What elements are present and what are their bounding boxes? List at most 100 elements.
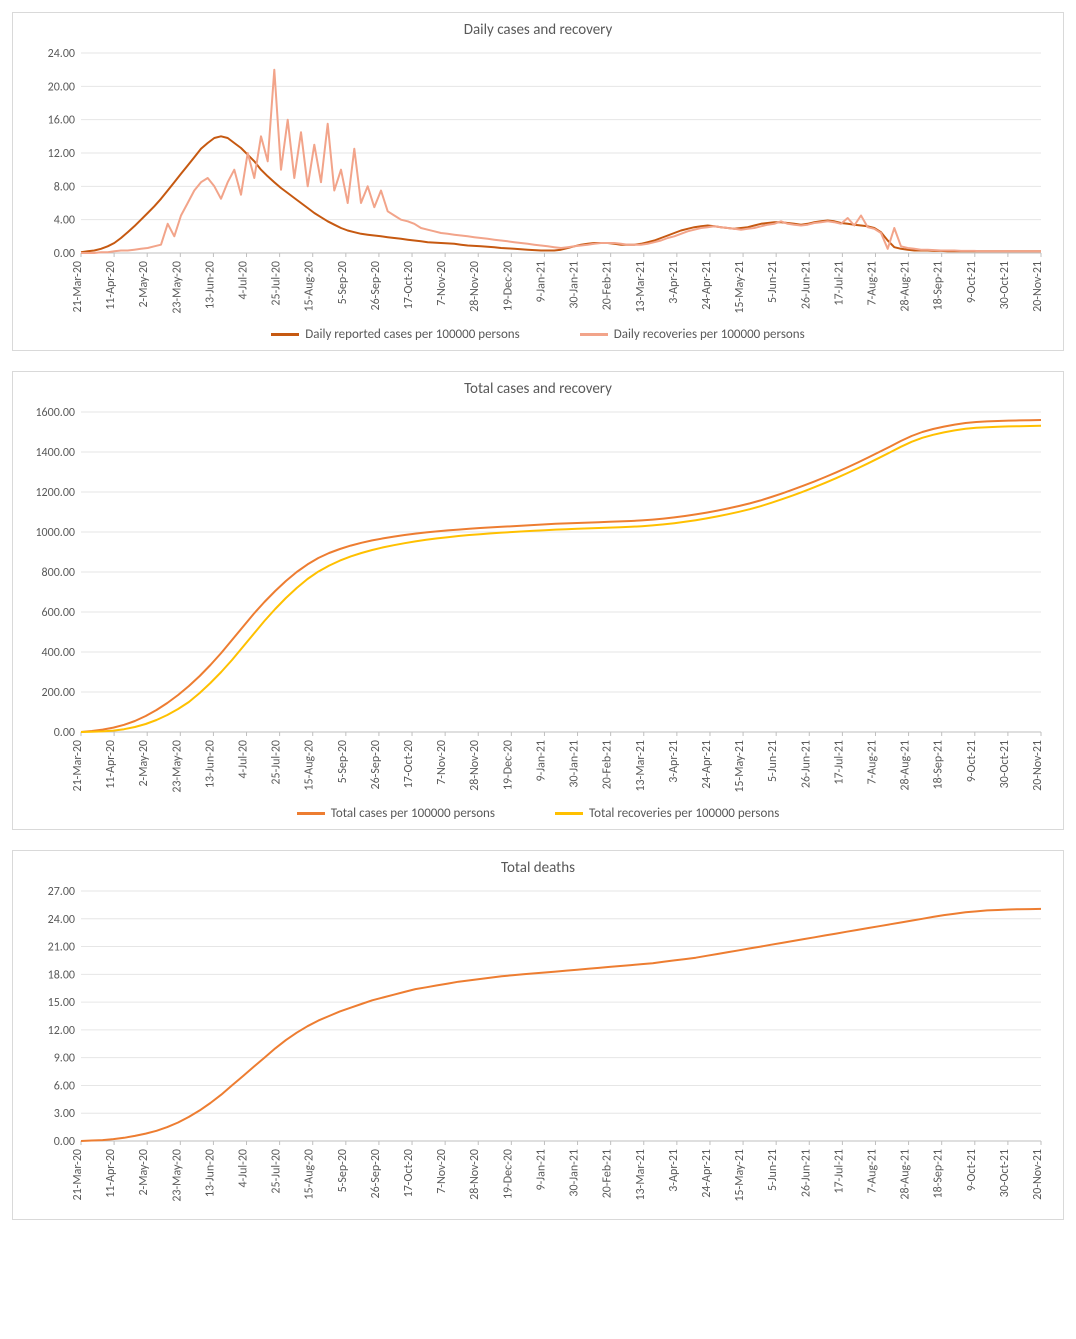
x-tick-label: 9-Oct-21 (965, 261, 979, 303)
y-tick-label: 18.00 (48, 968, 75, 982)
x-tick-label: 3-Apr-21 (667, 740, 681, 783)
series-line (81, 70, 1041, 253)
x-tick-label: 7-Nov-20 (435, 261, 449, 306)
x-tick-label: 25-Jul-20 (270, 740, 284, 785)
x-tick-label: 11-Apr-20 (104, 1149, 118, 1198)
x-tick-label: 15-Aug-20 (303, 740, 317, 791)
series-line (81, 420, 1041, 732)
y-tick-label: 1600.00 (35, 406, 75, 420)
x-tick-label: 7-Aug-21 (865, 261, 879, 306)
x-tick-label: 30-Jan-21 (568, 261, 582, 309)
x-tick-label: 18-Sep-21 (932, 261, 946, 310)
x-tick-label: 7-Nov-20 (435, 1149, 449, 1194)
x-tick-label: 20-Feb-21 (601, 261, 615, 310)
x-tick-label: 20-Feb-21 (601, 740, 615, 789)
x-tick-label: 5-Jun-21 (766, 1149, 780, 1191)
x-tick-label: 13-Jun-20 (203, 740, 217, 788)
x-tick-label: 17-Jul-21 (832, 1149, 846, 1194)
x-tick-label: 24-Apr-21 (700, 261, 714, 310)
x-tick-label: 30-Oct-21 (998, 740, 1012, 788)
x-tick-label: 2-May-20 (137, 1149, 151, 1196)
y-tick-label: 27.00 (48, 885, 75, 899)
x-tick-label: 17-Oct-20 (402, 261, 416, 309)
y-tick-label: 1400.00 (35, 446, 75, 460)
x-tick-label: 11-Apr-20 (104, 740, 118, 789)
legend-item: Total cases per 100000 persons (297, 806, 495, 821)
x-tick-label: 28-Aug-21 (899, 740, 913, 791)
x-tick-label: 26-Sep-20 (369, 1149, 383, 1198)
x-tick-label: 2-May-20 (137, 740, 151, 787)
x-tick-label: 9-Jan-21 (534, 261, 548, 302)
legend-item: Total recoveries per 100000 persons (555, 806, 779, 821)
y-tick-label: 200.00 (42, 686, 75, 700)
x-tick-label: 19-Dec-20 (501, 1149, 515, 1199)
x-tick-label: 7-Aug-21 (865, 1149, 879, 1194)
y-tick-label: 16.00 (48, 114, 75, 128)
y-tick-label: 1200.00 (35, 486, 75, 500)
x-tick-label: 19-Dec-20 (501, 261, 515, 311)
x-tick-label: 20-Nov-21 (1031, 740, 1045, 791)
x-tick-label: 26-Jun-21 (799, 261, 813, 309)
x-tick-label: 21-Mar-20 (71, 261, 85, 313)
x-tick-label: 20-Nov-21 (1031, 1149, 1045, 1200)
legend-swatch (555, 812, 583, 815)
legend-item: Daily recoveries per 100000 persons (580, 327, 805, 342)
y-tick-label: 600.00 (42, 606, 75, 620)
x-tick-label: 28-Nov-20 (468, 740, 482, 791)
x-tick-label: 30-Oct-21 (998, 1149, 1012, 1197)
x-tick-label: 19-Dec-20 (501, 740, 515, 790)
x-tick-label: 9-Oct-21 (965, 1149, 979, 1191)
x-tick-label: 15-Aug-20 (303, 1149, 317, 1200)
x-tick-label: 5-Jun-21 (766, 740, 780, 782)
x-tick-label: 13-Mar-21 (634, 1149, 648, 1201)
x-tick-label: 23-May-20 (170, 740, 184, 793)
x-tick-label: 28-Nov-20 (468, 261, 482, 312)
chart-legend: Total cases per 100000 persons Total reco… (21, 806, 1055, 821)
x-tick-label: 26-Jun-21 (799, 1149, 813, 1197)
chart-panel: Total cases and recovery0.00200.00400.00… (12, 371, 1064, 830)
x-tick-label: 5-Sep-20 (336, 1149, 350, 1192)
x-tick-label: 28-Aug-21 (899, 1149, 913, 1200)
y-tick-label: 1000.00 (35, 526, 75, 540)
x-tick-label: 28-Aug-21 (899, 261, 913, 312)
x-tick-label: 28-Nov-20 (468, 1149, 482, 1200)
x-tick-label: 30-Oct-21 (998, 261, 1012, 309)
x-tick-label: 7-Nov-20 (435, 740, 449, 785)
legend-swatch (271, 333, 299, 336)
x-tick-label: 5-Sep-20 (336, 740, 350, 783)
x-tick-label: 26-Jun-21 (799, 740, 813, 788)
x-tick-label: 25-Jul-20 (270, 261, 284, 306)
x-tick-label: 20-Feb-21 (601, 1149, 615, 1198)
x-tick-label: 11-Apr-20 (104, 261, 118, 310)
y-tick-label: 0.00 (54, 247, 75, 261)
x-tick-label: 9-Jan-21 (534, 1149, 548, 1190)
x-tick-label: 15-Aug-20 (303, 261, 317, 312)
chart-legend: Daily reported cases per 100000 personsD… (21, 327, 1055, 342)
x-tick-label: 3-Apr-21 (667, 1149, 681, 1192)
x-tick-label: 17-Jul-21 (832, 740, 846, 785)
legend-label: Daily recoveries per 100000 persons (614, 327, 805, 342)
x-tick-label: 5-Sep-20 (336, 261, 350, 304)
y-tick-label: 9.00 (54, 1052, 75, 1066)
y-tick-label: 4.00 (54, 214, 75, 228)
chart-plot: 0.004.008.0012.0016.0020.0024.0021-Mar-2… (21, 43, 1051, 323)
x-tick-label: 17-Jul-21 (832, 261, 846, 306)
y-tick-label: 400.00 (42, 646, 75, 660)
y-tick-label: 20.00 (48, 80, 75, 94)
chart-panel: Total deaths0.003.006.009.0012.0015.0018… (12, 850, 1064, 1220)
x-tick-label: 4-Jul-20 (237, 1149, 251, 1187)
x-tick-label: 13-Mar-21 (634, 261, 648, 313)
x-tick-label: 18-Sep-21 (932, 740, 946, 789)
y-tick-label: 12.00 (48, 1024, 75, 1038)
y-tick-label: 24.00 (48, 913, 75, 927)
x-tick-label: 21-Mar-20 (71, 740, 85, 792)
y-tick-label: 0.00 (54, 726, 75, 740)
x-tick-label: 24-Apr-21 (700, 740, 714, 789)
chart-plot: 0.00200.00400.00600.00800.001000.001200.… (21, 402, 1051, 802)
y-tick-label: 15.00 (48, 996, 75, 1010)
legend-swatch (580, 333, 608, 336)
x-tick-label: 15-May-21 (733, 740, 747, 793)
x-tick-label: 25-Jul-20 (270, 1149, 284, 1194)
x-tick-label: 26-Sep-20 (369, 740, 383, 789)
chart-title: Total deaths (21, 859, 1055, 877)
